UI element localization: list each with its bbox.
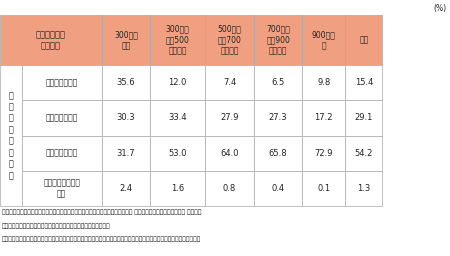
Bar — [302, 100, 345, 135]
Text: 30.3: 30.3 — [117, 113, 135, 122]
Text: 64.0: 64.0 — [220, 149, 239, 158]
Text: 500万円
超～700
万円以下: 500万円 超～700 万円以下 — [217, 25, 242, 55]
Bar — [102, 65, 150, 100]
Bar — [102, 171, 150, 206]
Text: 300万円
以下: 300万円 以下 — [114, 30, 138, 50]
Bar — [150, 171, 205, 206]
Bar — [0, 15, 102, 65]
Bar — [0, 65, 22, 206]
Text: 300万円
超～500
万円以下: 300万円 超～500 万円以下 — [166, 25, 190, 55]
Text: 27.9: 27.9 — [220, 113, 239, 122]
Text: 第２号被保険者: 第２号被保険者 — [45, 113, 78, 122]
Text: 12.0: 12.0 — [169, 78, 187, 87]
Text: (%): (%) — [434, 4, 447, 13]
Text: 第１号被保険者: 第１号被保険者 — [45, 78, 78, 87]
Bar — [22, 65, 102, 100]
Bar — [22, 171, 102, 206]
Text: 1.6: 1.6 — [171, 184, 184, 193]
Bar — [345, 171, 382, 206]
Bar — [205, 100, 254, 135]
Text: 注）夫婦をデータから確認できた場合を集計。妻の年齢は２０～５４歳。「全体」には夫の稼働所得が不明の場合を含む。: 注）夫婦をデータから確認できた場合を集計。妻の年齢は２０～５４歳。「全体」には夫… — [2, 236, 202, 242]
Bar — [150, 15, 205, 65]
Bar — [22, 135, 102, 171]
Bar — [302, 15, 345, 65]
Bar — [22, 100, 102, 135]
Text: 65.8: 65.8 — [269, 149, 288, 158]
Bar — [254, 100, 302, 135]
Bar — [150, 100, 205, 135]
Text: 0.4: 0.4 — [271, 184, 285, 193]
Text: 900万円
超: 900万円 超 — [312, 30, 336, 50]
Text: 35.6: 35.6 — [117, 78, 135, 87]
Bar — [205, 135, 254, 171]
Bar — [302, 171, 345, 206]
Bar — [302, 135, 345, 171]
Bar — [102, 15, 150, 65]
Text: 0.1: 0.1 — [317, 184, 330, 193]
Bar — [102, 100, 150, 135]
Bar — [302, 65, 345, 100]
Bar — [150, 135, 205, 171]
Text: 33.4: 33.4 — [168, 113, 187, 122]
Bar — [205, 15, 254, 65]
Text: 29.1: 29.1 — [355, 113, 373, 122]
Text: 17.2: 17.2 — [315, 113, 333, 122]
Text: 54.2: 54.2 — [355, 149, 373, 158]
Bar — [345, 100, 382, 135]
Bar — [345, 65, 382, 100]
Text: 0.8: 0.8 — [223, 184, 236, 193]
Bar — [102, 135, 150, 171]
Bar — [254, 65, 302, 100]
Text: 15.4: 15.4 — [355, 78, 373, 87]
Text: 7.4: 7.4 — [223, 78, 236, 87]
Text: 加入していない・
不詳: 加入していない・ 不詳 — [43, 178, 80, 198]
Bar — [205, 171, 254, 206]
Text: 第３号被保険者: 第３号被保険者 — [45, 149, 78, 158]
Bar — [150, 65, 205, 100]
Text: 9.8: 9.8 — [317, 78, 330, 87]
Text: 72.9: 72.9 — [315, 149, 333, 158]
Bar — [205, 65, 254, 100]
Text: 1.3: 1.3 — [357, 184, 370, 193]
Text: 全体: 全体 — [359, 36, 369, 45]
Bar — [345, 15, 382, 65]
Text: 700万円
超～900
万円以下: 700万円 超～900 万円以下 — [266, 25, 290, 55]
Bar — [254, 135, 302, 171]
Text: 資料：厚生労働省「国民生活基礎調査（平成２２年）」より。男女共同参画会議 基本問題・影響調査専門調査会 女性と経: 資料：厚生労働省「国民生活基礎調査（平成２２年）」より。男女共同参画会議 基本問… — [2, 209, 202, 215]
Text: 53.0: 53.0 — [168, 149, 187, 158]
Text: 2.4: 2.4 — [119, 184, 133, 193]
Text: 済ワーキング・グループ（安胦由起子委員）による特別集計。: 済ワーキング・グループ（安胦由起子委員）による特別集計。 — [2, 223, 111, 229]
Bar — [254, 171, 302, 206]
Text: 31.7: 31.7 — [117, 149, 135, 158]
Text: 妻
の
年
金
加
入
状
況: 妻 の 年 金 加 入 状 況 — [9, 91, 13, 180]
Bar — [345, 135, 382, 171]
Text: 6.5: 6.5 — [271, 78, 285, 87]
Text: 27.3: 27.3 — [269, 113, 288, 122]
Bar — [254, 15, 302, 65]
Text: 夫の稼働所得
（年収）: 夫の稼働所得 （年収） — [36, 30, 66, 50]
